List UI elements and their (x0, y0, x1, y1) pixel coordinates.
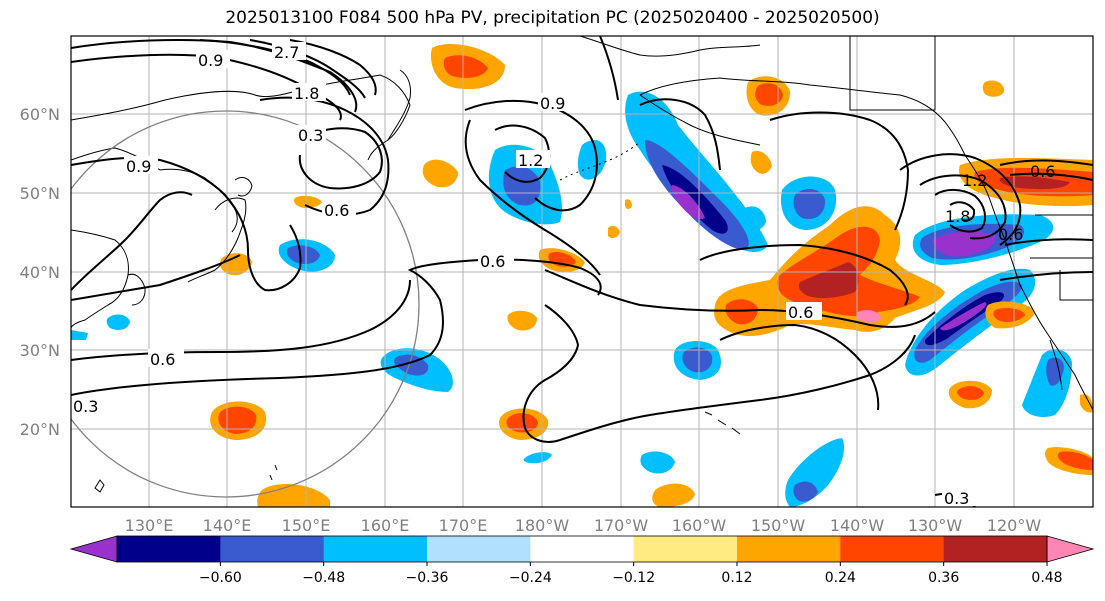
colorbar-segment (323, 536, 428, 562)
lon-tick-label: 160°E (361, 516, 410, 535)
colorbar-segment (117, 536, 221, 562)
contour-label: 0.6 (480, 252, 505, 271)
lon-tick-label: 160°W (672, 516, 727, 535)
lon-tick-label: 180°W (515, 516, 570, 535)
lon-tick-label: 130°W (908, 516, 963, 535)
contour-label: 0.9 (126, 157, 151, 176)
colorbar-extend-low (69, 535, 118, 563)
colorbar-tick-label: 0.12 (721, 570, 752, 586)
colorbar-tick-label: −0.24 (509, 570, 552, 586)
colorbar-tick-label: 0.24 (825, 570, 856, 586)
lat-tick-label: 60°N (20, 105, 60, 124)
colorbar-segment (220, 536, 325, 562)
lon-tick-label: 140°W (830, 516, 885, 535)
colorbar-segment (530, 536, 635, 562)
colorbar-segment (943, 536, 1048, 562)
colorbar-tick-label: −0.36 (406, 570, 449, 586)
colorbar-segment (427, 536, 531, 562)
lon-tick-label: 150°W (751, 516, 806, 535)
coastlines (71, 36, 1093, 493)
contour-label: 0.9 (540, 94, 565, 113)
contour-label: 0.9 (198, 51, 223, 70)
colorbar-tick-label: 0.36 (928, 570, 959, 586)
lon-tick-label: 170°E (439, 516, 488, 535)
lat-tick-label: 50°N (20, 184, 60, 203)
lon-tick-labels: 130°E 140°E 150°E 160°E 170°E 180°W 170°… (125, 516, 1042, 535)
contour-label: 0.6 (324, 201, 349, 220)
colorbar-tick-label: −0.12 (612, 570, 655, 586)
colorbar-segment (737, 536, 841, 562)
contour-label: 0.3 (73, 397, 98, 416)
contour-label: 0.3 (298, 126, 323, 145)
colorbar-segment (840, 536, 945, 562)
contour-label: 0.6 (788, 303, 813, 322)
colorbar-tick-label: −0.48 (302, 570, 345, 586)
colorbar-outline (116, 535, 1048, 563)
contour-label: 0.6 (150, 350, 175, 369)
contour-label: 1.8 (294, 84, 319, 103)
lat-tick-label: 20°N (20, 420, 60, 439)
range-circle (71, 110, 420, 498)
contour-label: 2.7 (274, 43, 299, 62)
lon-tick-label: 120°W (987, 516, 1042, 535)
lat-tick-label: 40°N (20, 263, 60, 282)
contour-label: 1.2 (962, 171, 987, 190)
lat-tick-label: 30°N (20, 341, 60, 360)
colorbar-extend-high (1046, 535, 1095, 563)
map-frame (70, 35, 1094, 508)
contour-label: 0.6 (998, 225, 1023, 244)
lon-tick-label: 140°E (203, 516, 252, 535)
contour-label: 0.3 (944, 489, 969, 508)
colorbar: −0.60 −0.48 −0.36 −0.24 −0.12 0.12 0.24 0.36 0.4… (69, 535, 1095, 586)
contour-label: 1.2 (518, 151, 543, 170)
colorbar-tick-label: −0.60 (199, 570, 242, 586)
lon-tick-label: 150°E (282, 516, 331, 535)
precipitation-shading (71, 44, 1093, 507)
contour-label: 0.6 (1030, 162, 1055, 181)
colorbar-tick-label: 0.48 (1031, 570, 1062, 586)
lon-tick-label: 130°E (125, 516, 174, 535)
lat-tick-labels: 60°N 50°N 40°N 30°N 20°N (20, 105, 60, 439)
contour-label: 1.8 (945, 207, 970, 226)
colorbar-segment (633, 536, 738, 562)
graticule (71, 36, 1093, 507)
chart-title: 2025013100 F084 500 hPa PV, precipitatio… (225, 8, 880, 28)
lon-tick-label: 170°W (594, 516, 649, 535)
contour-labels: 0.9 2.7 1.8 0.3 0.9 0.9 1.2 0.6 0.6 0.6 … (71, 42, 1055, 508)
